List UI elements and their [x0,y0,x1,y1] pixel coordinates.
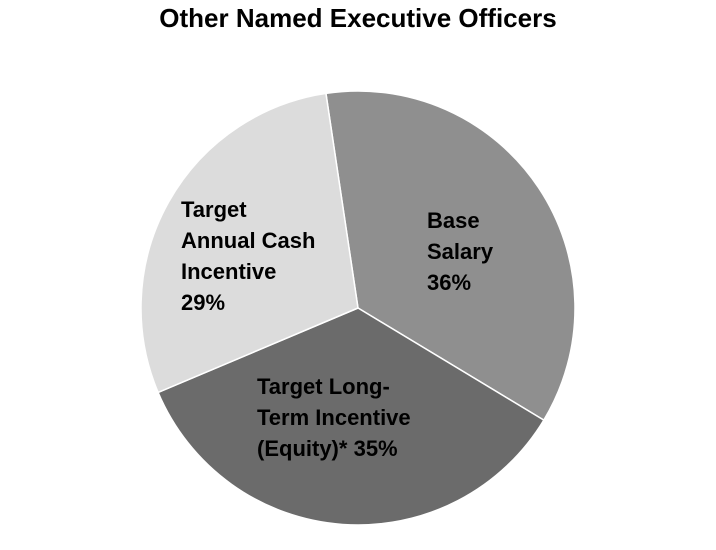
pie-slice [140,92,359,394]
value-label: 35% [353,436,398,461]
value-label: 29% [181,290,226,315]
slice-label: Base Salary 36% [427,205,512,298]
pie-slice [325,90,576,422]
chart-title: Other Named Executive Officers [159,3,556,33]
category-label: Base Salary [427,208,494,264]
slice-label: Target Long-Term Incentive (Equity)* 35% [257,371,429,464]
category-label: Target Long-Term Incentive (Equity)* [257,374,411,461]
category-label: Target Annual Cash Incentive [181,197,316,284]
pie-slice [157,307,545,526]
value-label: 36% [427,270,472,295]
slice-label: Target Annual Cash Incentive 29% [181,194,321,318]
